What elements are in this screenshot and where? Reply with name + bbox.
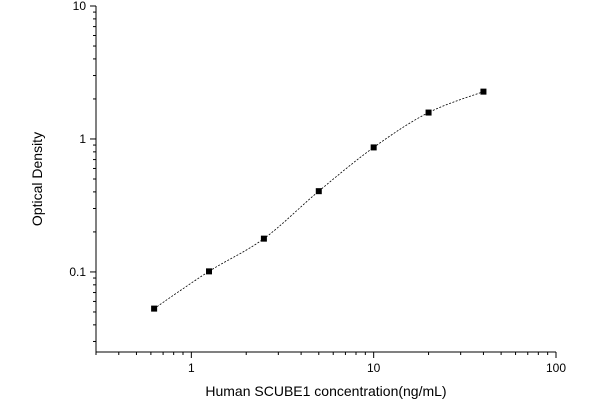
x-tick-label: 1 <box>188 361 195 375</box>
fit-curve-group <box>153 91 484 309</box>
y-tick-label: 10 <box>73 0 87 13</box>
data-point <box>425 109 432 116</box>
data-point <box>206 268 213 275</box>
y-tick-label: 1 <box>79 132 86 146</box>
data-point <box>370 144 377 151</box>
data-point <box>260 235 267 242</box>
x-tick-label: 10 <box>367 361 381 375</box>
fit-curve <box>153 91 484 309</box>
data-point <box>315 188 322 195</box>
data-points <box>151 88 487 312</box>
y-tick-label: 0.1 <box>69 265 86 279</box>
x-tick-label: 100 <box>546 361 566 375</box>
data-point <box>480 88 487 95</box>
y-axis-title: Optical Density <box>29 132 45 226</box>
data-point <box>151 305 158 312</box>
axes <box>95 6 556 353</box>
ticks: 1 10 100 0.1 1 10 <box>69 0 566 375</box>
x-axis-title: Human SCUBE1 concentration(ng/mL) <box>205 383 446 399</box>
